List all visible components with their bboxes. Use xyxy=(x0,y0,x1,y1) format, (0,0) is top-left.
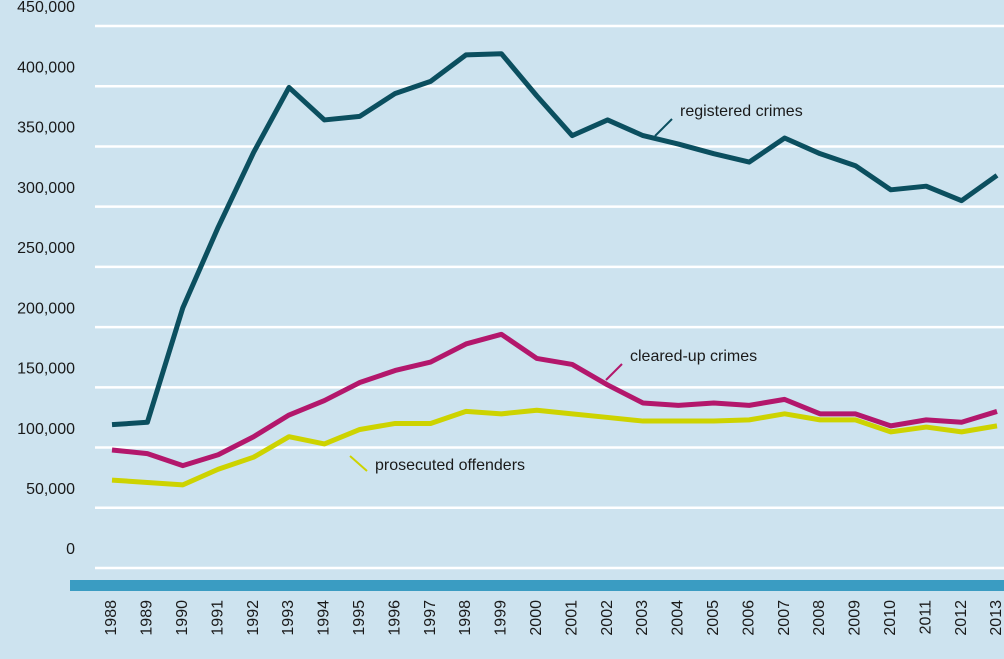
x-tick-label: 1996 xyxy=(386,600,403,636)
y-tick-label: 150,000 xyxy=(17,361,75,378)
x-tick-label: 2005 xyxy=(705,600,722,636)
x-tick-label: 2008 xyxy=(811,600,828,636)
x-tick-label: 2000 xyxy=(528,600,545,636)
x-tick-label: 1990 xyxy=(174,600,191,636)
y-tick-label: 200,000 xyxy=(17,300,75,317)
x-tick-label: 1999 xyxy=(493,600,510,636)
y-tick-label: 0 xyxy=(66,541,75,558)
series-line xyxy=(111,51,999,428)
x-tick-label: 2011 xyxy=(917,600,934,635)
x-tick-label: 1998 xyxy=(457,600,474,636)
series-line xyxy=(111,331,998,469)
label-leader xyxy=(605,363,623,381)
x-tick-label: 1991 xyxy=(209,600,226,636)
x-tick-label: 2010 xyxy=(882,600,899,636)
y-tick-label: 450,000 xyxy=(17,0,75,16)
series-label: registered crimes xyxy=(680,103,803,120)
label-leader xyxy=(349,455,368,472)
x-tick-label: 2013 xyxy=(988,600,1004,636)
x-tick-label: 1988 xyxy=(103,600,120,636)
x-tick-label: 2004 xyxy=(670,600,687,636)
x-tick-label: 1992 xyxy=(245,600,262,636)
series-line xyxy=(111,407,998,488)
x-tick-label: 2003 xyxy=(634,600,651,636)
x-tick-label: 1989 xyxy=(139,600,156,636)
x-tick-label: 1993 xyxy=(280,600,297,636)
series-label: prosecuted offenders xyxy=(375,457,525,474)
series-label: cleared-up crimes xyxy=(630,348,757,365)
x-tick-label: 2006 xyxy=(740,600,757,636)
x-tick-label: 2009 xyxy=(847,600,864,636)
x-tick-label: 2002 xyxy=(599,600,616,636)
y-tick-label: 350,000 xyxy=(17,120,75,137)
x-tick-label: 2012 xyxy=(953,600,970,636)
y-tick-label: 100,000 xyxy=(17,421,75,438)
x-tick-label: 1995 xyxy=(351,600,368,636)
x-tick-label: 2001 xyxy=(563,600,580,636)
y-tick-label: 300,000 xyxy=(17,180,75,197)
y-tick-label: 250,000 xyxy=(17,240,75,257)
y-tick-label: 50,000 xyxy=(26,481,75,498)
y-tick-label: 400,000 xyxy=(17,59,75,76)
label-leader xyxy=(654,118,673,137)
x-axis-band xyxy=(70,580,1004,591)
x-tick-label: 1997 xyxy=(422,600,439,636)
x-tick-label: 2007 xyxy=(776,600,793,636)
x-tick-label: 1994 xyxy=(316,600,333,636)
